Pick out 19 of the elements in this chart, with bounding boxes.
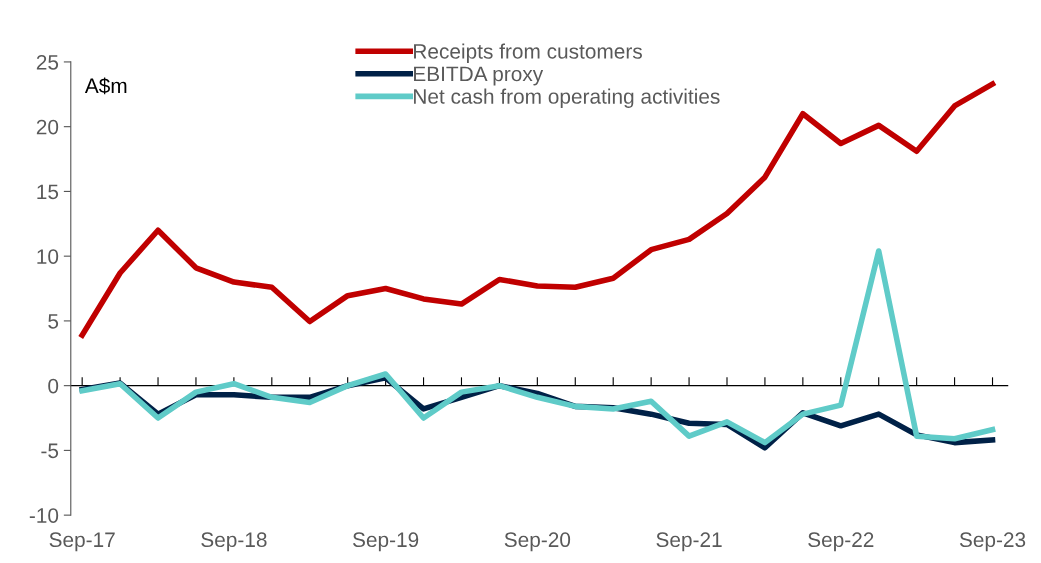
x-tick-label: Sep-23 [959, 532, 1026, 552]
y-tick-label: 5 [48, 314, 59, 329]
y-tick-label: 0 [48, 378, 59, 394]
legend-label: Receipts from customers [414, 43, 642, 63]
x-tick-label: Sep-22 [808, 532, 874, 552]
y-tick-label: 25 [36, 54, 59, 70]
x-tick-label: Sep-20 [504, 532, 571, 552]
x-tick-label: Sep-18 [201, 532, 267, 552]
y-tick-label: 10 [37, 249, 59, 264]
legend-label: EBITDA proxy [414, 66, 544, 86]
x-tick-label: Sep-19 [352, 532, 419, 552]
y-tick-label: 15 [37, 184, 59, 200]
y-tick-label: -5 [41, 443, 59, 459]
x-tick-label: Sep-21 [656, 532, 722, 552]
y-axis-title: A$m [84, 77, 127, 95]
y-tick-label: -10 [29, 508, 59, 523]
legend-label: Net cash from operating activities [414, 88, 720, 108]
y-tick-label: 20 [36, 119, 59, 135]
x-tick-label: Sep-17 [49, 532, 115, 552]
